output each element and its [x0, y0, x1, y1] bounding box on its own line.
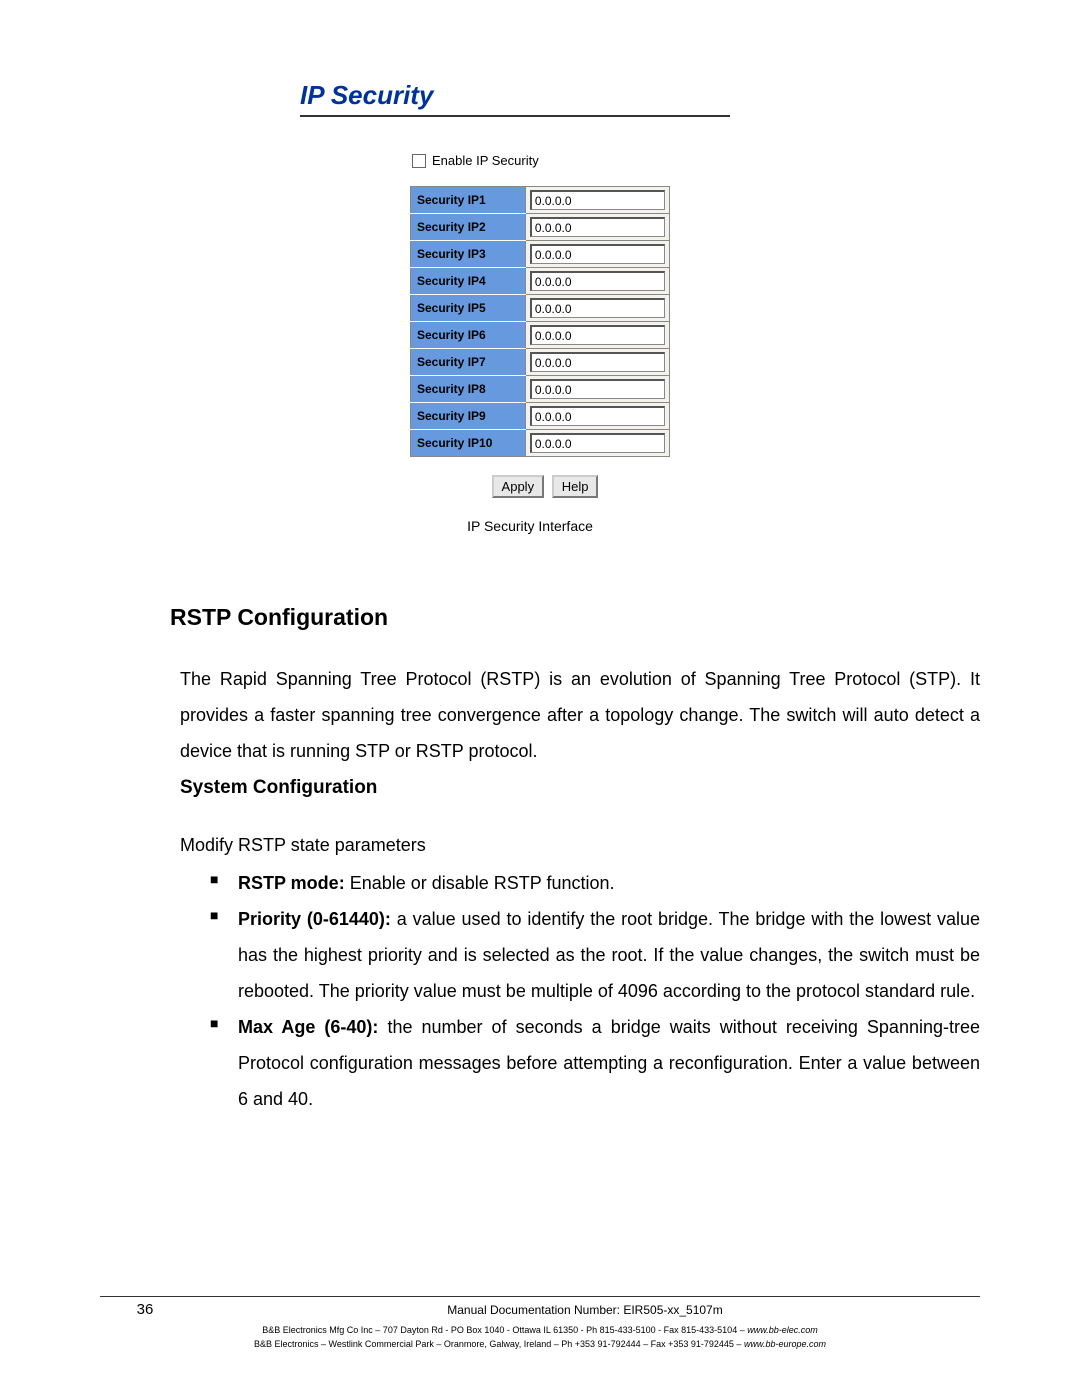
- security-ip-input[interactable]: [530, 352, 665, 372]
- security-ip-label: Security IP5: [411, 295, 526, 322]
- enable-ip-security-row[interactable]: Enable IP Security: [410, 153, 680, 168]
- security-ip-label: Security IP2: [411, 214, 526, 241]
- security-ip-cell: [525, 187, 669, 214]
- list-item: Priority (0-61440): a value used to iden…: [210, 901, 980, 1009]
- security-ip-label: Security IP9: [411, 403, 526, 430]
- table-row: Security IP10: [411, 430, 670, 457]
- table-row: Security IP6: [411, 322, 670, 349]
- security-ip-cell: [525, 214, 669, 241]
- security-ip-input[interactable]: [530, 271, 665, 291]
- security-ip-input[interactable]: [530, 433, 665, 453]
- ip-security-title: IP Security: [300, 80, 730, 117]
- security-ip-cell: [525, 295, 669, 322]
- security-ip-cell: [525, 403, 669, 430]
- list-item: RSTP mode: Enable or disable RSTP functi…: [210, 865, 980, 901]
- help-button[interactable]: Help: [552, 475, 599, 498]
- security-ip-label: Security IP3: [411, 241, 526, 268]
- table-row: Security IP4: [411, 268, 670, 295]
- security-ip-cell: [525, 430, 669, 457]
- security-ip-input[interactable]: [530, 190, 665, 210]
- list-item-text: Enable or disable RSTP function.: [345, 873, 615, 893]
- table-row: Security IP3: [411, 241, 670, 268]
- list-item-bold: RSTP mode:: [238, 873, 345, 893]
- list-item: Max Age (6-40): the number of seconds a …: [210, 1009, 980, 1117]
- system-configuration-heading: System Configuration: [180, 777, 980, 799]
- security-ip-input[interactable]: [530, 325, 665, 345]
- footer-line1a: B&B Electronics Mfg Co Inc – 707 Dayton …: [262, 1325, 747, 1335]
- checkbox-icon[interactable]: [412, 154, 426, 168]
- security-ip-cell: [525, 268, 669, 295]
- security-ip-label: Security IP10: [411, 430, 526, 457]
- security-ip-cell: [525, 376, 669, 403]
- security-ip-table: Security IP1Security IP2Security IP3Secu…: [410, 186, 670, 457]
- security-ip-input[interactable]: [530, 298, 665, 318]
- security-ip-label: Security IP7: [411, 349, 526, 376]
- security-ip-label: Security IP8: [411, 376, 526, 403]
- page-footer: 36 Manual Documentation Number: EIR505-x…: [100, 1296, 980, 1351]
- table-row: Security IP1: [411, 187, 670, 214]
- doc-number: Manual Documentation Number: EIR505-xx_5…: [190, 1303, 980, 1317]
- list-item-bold: Priority (0-61440):: [238, 909, 391, 929]
- ip-security-screenshot: IP Security Enable IP Security Security …: [300, 80, 730, 534]
- security-ip-cell: [525, 322, 669, 349]
- rstp-intro-paragraph: The Rapid Spanning Tree Protocol (RSTP) …: [180, 661, 980, 769]
- security-ip-input[interactable]: [530, 379, 665, 399]
- security-ip-cell: [525, 349, 669, 376]
- security-ip-label: Security IP1: [411, 187, 526, 214]
- table-row: Security IP8: [411, 376, 670, 403]
- rstp-configuration-heading: RSTP Configuration: [170, 604, 980, 631]
- security-ip-cell: [525, 241, 669, 268]
- table-row: Security IP9: [411, 403, 670, 430]
- footer-line2a: B&B Electronics – Westlink Commercial Pa…: [254, 1339, 744, 1349]
- security-ip-input[interactable]: [530, 217, 665, 237]
- table-row: Security IP7: [411, 349, 670, 376]
- list-item-bold: Max Age (6-40):: [238, 1017, 378, 1037]
- apply-button[interactable]: Apply: [492, 475, 545, 498]
- footer-line1b: www.bb-elec.com: [747, 1325, 818, 1335]
- screenshot-caption: IP Security Interface: [330, 518, 730, 534]
- table-row: Security IP2: [411, 214, 670, 241]
- security-ip-input[interactable]: [530, 244, 665, 264]
- footer-line2b: www.bb-europe.com: [744, 1339, 826, 1349]
- enable-ip-security-label: Enable IP Security: [432, 153, 539, 168]
- page-number: 36: [100, 1301, 190, 1318]
- rstp-bullet-list: RSTP mode: Enable or disable RSTP functi…: [180, 865, 980, 1117]
- modify-rstp-text: Modify RSTP state parameters: [180, 827, 980, 863]
- security-ip-label: Security IP6: [411, 322, 526, 349]
- security-ip-label: Security IP4: [411, 268, 526, 295]
- table-row: Security IP5: [411, 295, 670, 322]
- security-ip-input[interactable]: [530, 406, 665, 426]
